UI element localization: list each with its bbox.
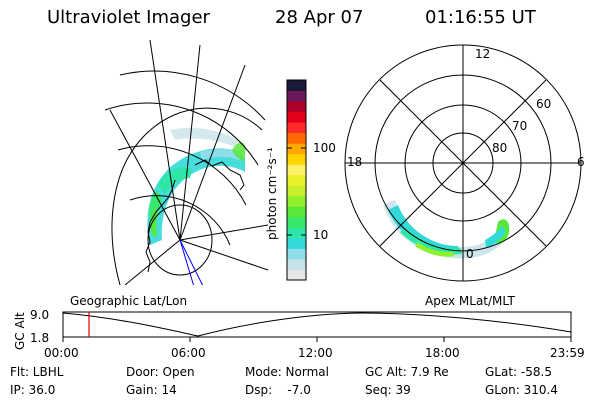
colorbar-segment <box>287 258 306 270</box>
time-label: 01:16:55 UT <box>425 7 536 28</box>
colorbar-segment <box>287 174 306 186</box>
colorbar-segment <box>287 227 306 239</box>
timeline-xtick-1800: 18:00 <box>425 346 460 360</box>
colorbar-unit-label: photon cm⁻²s⁻¹ <box>265 147 279 240</box>
footer-seq: Seq: 39 <box>365 383 411 397</box>
geographic-caption: Geographic Lat/Lon <box>70 294 188 308</box>
footer-filter: Flt: LBHL <box>10 365 64 379</box>
colorbar-segment <box>287 143 306 155</box>
colorbar-segment <box>287 164 306 176</box>
lat-label-70: 70 <box>512 119 528 133</box>
colorbar-segment <box>287 111 306 123</box>
mlt-label-12: 12 <box>475 47 491 61</box>
colorbar-segment <box>287 216 306 228</box>
footer-glat: GLat: -58.5 <box>485 365 552 379</box>
mlt-label-0: 0 <box>466 247 474 261</box>
colorbar-segment <box>287 237 306 249</box>
lat-label-60: 60 <box>536 97 552 111</box>
timeline-xtick-2359: 23:59 <box>550 346 585 360</box>
geographic-map <box>104 40 269 285</box>
colorbar-segment <box>287 153 306 165</box>
colorbar-segment <box>287 122 306 134</box>
instrument-title: Ultraviolet Imager <box>47 7 210 28</box>
footer-glon: GLon: 310.4 <box>485 383 558 397</box>
timeline-xtick-1200: 12:00 <box>298 346 333 360</box>
colorbar <box>286 79 307 281</box>
colorbar-tick-100: 100 <box>313 141 336 155</box>
colorbar-segment <box>287 195 306 207</box>
footer-door: Door: Open <box>126 365 195 379</box>
footer-gain: Gain: 14 <box>126 383 177 397</box>
polar-plot <box>344 44 582 282</box>
timeline-xtick-0600: 06:00 <box>171 346 206 360</box>
date-label: 28 Apr 07 <box>275 7 364 28</box>
colorbar-segment <box>287 132 306 144</box>
timeline-ytick-1_8: 1.8 <box>30 331 50 345</box>
colorbar-segment <box>287 101 306 113</box>
aurora-geo <box>147 128 246 245</box>
footer-gc-alt: GC Alt: 7.9 Re <box>365 365 449 379</box>
apex-caption: Apex MLat/MLT <box>425 294 515 308</box>
colorbar-tick-10: 10 <box>313 228 329 242</box>
colorbar-segment <box>287 80 306 92</box>
footer-mode: Mode: Normal <box>245 365 329 379</box>
timeline-xtick-0000: 00:00 <box>44 346 79 360</box>
colorbar-segment <box>287 185 306 197</box>
timeline-ylabel: GC Alt <box>13 312 27 350</box>
mlt-label-18: 18 <box>347 155 363 169</box>
colorbar-segment <box>287 269 306 281</box>
lat-label-80: 80 <box>492 141 508 155</box>
timeline-ytick-9: 9.0 <box>30 308 50 322</box>
colorbar-segment <box>287 248 306 260</box>
colorbar-segment <box>287 90 306 102</box>
mlt-label-6: 6 <box>577 155 585 169</box>
footer-dsp: Dsp: -7.0 <box>245 383 311 397</box>
timeline-plot <box>62 311 572 342</box>
footer-ip: IP: 36.0 <box>10 383 56 397</box>
colorbar-segment <box>287 206 306 218</box>
